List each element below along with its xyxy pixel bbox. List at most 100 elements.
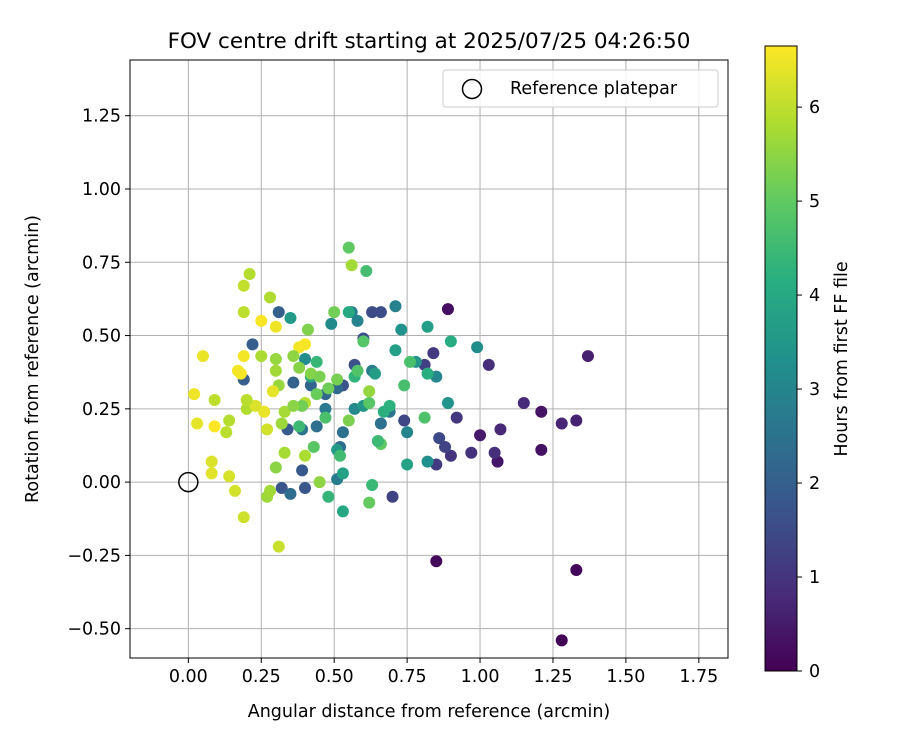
data-point [331,382,344,395]
data-point [401,458,414,471]
data-point [223,470,236,483]
x-tick-label: 0.25 [242,667,281,687]
data-point [296,399,309,412]
x-tick-label: 0.00 [169,667,208,687]
data-point [293,420,306,433]
data-point [398,379,411,392]
data-point [418,411,431,424]
data-point [299,481,312,494]
data-point [284,311,297,324]
data-point [401,426,414,439]
data-point [345,259,358,272]
data-point [517,396,530,409]
data-point [223,414,236,427]
data-point [465,446,478,459]
data-point [441,303,454,316]
data-point [430,555,443,568]
data-point [237,350,250,363]
data-point [261,423,274,436]
data-point [237,511,250,524]
x-tick-label: 1.75 [679,667,718,687]
data-point [351,364,364,377]
y-tick-label: 0.75 [82,253,121,273]
data-point [374,417,387,430]
data-point [299,353,312,365]
data-point [255,350,268,363]
colorbar-tick-label: 0 [809,662,820,682]
data-point [255,314,268,327]
data-point [433,432,446,445]
colorbar-label: Hours from first FF file [832,261,852,456]
y-tick-label: 1.00 [82,180,121,200]
colorbar: 0 1 2 3 4 5 6 Hours from first FF file [764,45,852,682]
data-point [237,279,250,292]
data-point [264,484,277,497]
reference-platepar-marker [178,471,199,493]
data-point [269,461,282,474]
data-point [304,379,317,392]
colorbar-tick-label: 2 [809,474,820,494]
data-point [275,481,288,494]
data-point [404,355,417,368]
data-point [389,300,402,313]
data-point [269,353,282,365]
data-point [363,496,376,509]
data-point [266,385,279,398]
data-point [284,487,297,500]
data-point [336,426,349,439]
data-point [208,420,221,433]
data-point [357,335,370,348]
data-point [366,306,379,319]
data-point [325,317,338,330]
data-point [444,449,457,462]
data-point [229,484,242,497]
data-point [249,399,262,412]
data-point [336,467,349,480]
data-point [427,347,440,360]
data-point [269,364,282,377]
data-point [272,540,285,553]
data-point [342,241,355,254]
data-point [342,414,355,427]
data-points [188,241,594,647]
x-tick-label: 0.50 [315,667,354,687]
data-point [450,411,463,424]
data-point [386,490,399,503]
data-point [570,564,583,577]
x-axis-label: Angular distance from reference (arcmin) [248,702,611,722]
data-point [205,467,218,480]
legend-label: Reference platepar [510,79,678,99]
data-point [299,338,312,351]
data-point [322,490,335,503]
y-axis-label: Rotation from reference (arcmin) [23,215,43,503]
data-point [444,335,457,348]
data-point [313,370,326,383]
data-point [555,634,568,647]
data-point [264,291,277,304]
legend-box [442,69,719,108]
data-point [287,350,300,363]
data-point [421,455,434,468]
data-point [191,417,204,430]
y-tick-label: −0.50 [67,620,121,640]
data-point [310,355,323,368]
data-point [351,314,364,327]
data-point [342,306,355,319]
data-point [205,455,218,468]
data-point [441,396,454,409]
data-point [246,338,259,351]
data-point [439,440,452,453]
data-point [208,394,221,407]
data-point [535,443,548,456]
data-point [220,426,233,439]
y-tick-label: −0.25 [67,546,121,566]
colorbar-tick-label: 1 [809,568,820,588]
data-point [395,323,408,336]
x-tick-label: 1.00 [461,667,500,687]
data-point [243,267,256,280]
chart-title: FOV centre drift starting at 2025/07/25 … [168,29,691,54]
data-point [331,373,344,386]
data-point [328,306,341,319]
data-point [319,402,332,415]
